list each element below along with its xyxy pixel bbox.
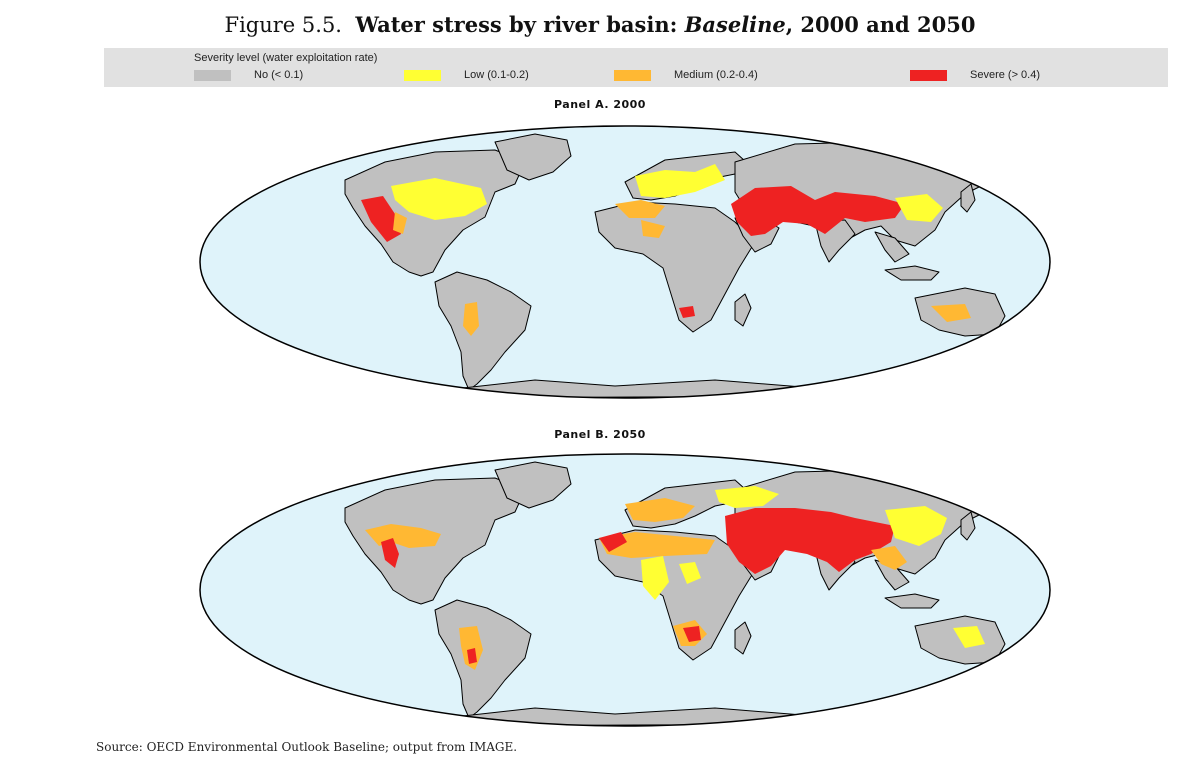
stress-region <box>641 220 665 238</box>
land-greenland <box>494 461 572 509</box>
land-nz <box>1014 655 1026 679</box>
stress-region <box>731 186 905 236</box>
stress-region <box>381 538 399 568</box>
stress-region <box>625 498 695 522</box>
map-content <box>344 133 1026 398</box>
stress-region <box>615 200 665 218</box>
legend-swatch <box>404 70 441 81</box>
land-africa <box>594 201 756 333</box>
map-outline <box>199 125 1051 399</box>
stress-region <box>931 304 971 322</box>
map-outline <box>199 453 1051 727</box>
stress-region <box>885 506 947 546</box>
stress-region <box>391 178 487 220</box>
stress-region <box>463 302 479 336</box>
figure-number: Figure 5.5. <box>224 13 342 37</box>
land-japan <box>960 183 976 213</box>
stress-region <box>599 532 715 558</box>
stress-region <box>715 486 779 508</box>
stress-region <box>953 626 985 648</box>
stress-region <box>459 626 483 670</box>
legend: Severity level (water exploitation rate)… <box>104 48 1168 87</box>
map-panel-a <box>199 125 1051 399</box>
land-madagascar <box>734 293 752 327</box>
figure-heading: Water stress by river basin: Baseline, 2… <box>355 12 976 37</box>
stress-region <box>679 562 701 584</box>
land-indonesia <box>884 593 940 609</box>
legend-swatch <box>614 70 651 81</box>
stress-region <box>635 164 725 198</box>
land-se-asia <box>874 231 910 263</box>
land-south-america <box>434 271 532 391</box>
stress-region <box>679 306 695 318</box>
land-japan <box>960 511 976 541</box>
stress-region <box>361 196 401 242</box>
land-madagascar <box>734 621 752 655</box>
legend-swatch <box>910 70 947 81</box>
stress-region <box>895 194 943 222</box>
legend-swatch <box>194 70 231 81</box>
panel-a-title: Panel A. 2000 <box>554 98 646 111</box>
stress-region <box>641 556 669 600</box>
stress-region <box>393 212 407 234</box>
land-south-america <box>434 599 532 719</box>
land-nz <box>1014 327 1026 351</box>
stress-region <box>599 532 627 552</box>
stress-region <box>871 546 907 570</box>
figure-title: Figure 5.5. Water stress by river basin:… <box>0 12 1200 37</box>
map-content <box>344 461 1026 726</box>
land-indonesia <box>884 265 940 281</box>
land-africa <box>594 529 756 661</box>
stress-region <box>467 648 477 664</box>
land-greenland <box>494 133 572 181</box>
stress-region <box>683 626 701 642</box>
stress-region <box>725 508 895 574</box>
map-panel-b <box>199 453 1051 727</box>
panel-b-title: Panel B. 2050 <box>554 428 646 441</box>
legend-title: Severity level (water exploitation rate) <box>194 52 378 64</box>
source-note: Source: OECD Environmental Outlook Basel… <box>96 740 518 754</box>
